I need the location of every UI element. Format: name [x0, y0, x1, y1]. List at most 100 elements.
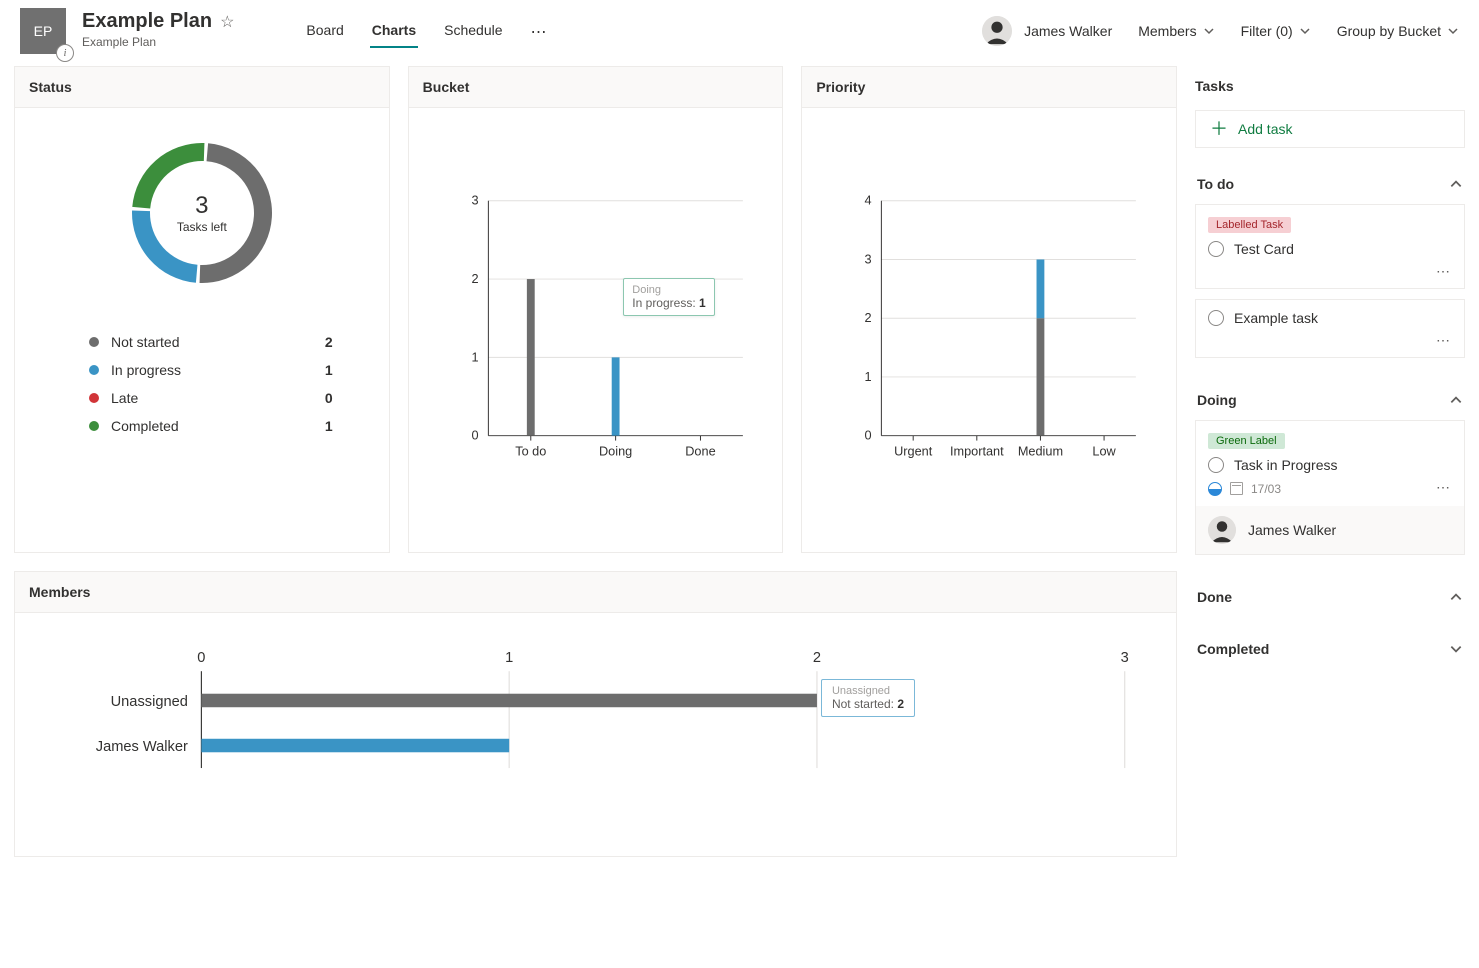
more-menu[interactable]: ⋯ [529, 16, 551, 48]
priority-card-title: Priority [802, 67, 1176, 108]
group-label: Group by Bucket [1337, 23, 1441, 39]
chevron-up-icon [1449, 590, 1463, 604]
legend-label: Not started [111, 334, 325, 350]
svg-text:Doing: Doing [599, 443, 632, 458]
task-section-header[interactable]: To do [1195, 170, 1465, 204]
chevron-down-icon [1203, 25, 1215, 37]
task-more-menu[interactable]: ⋯ [1436, 326, 1452, 349]
svg-text:1: 1 [505, 650, 513, 666]
chevron-down-icon [1447, 25, 1459, 37]
calendar-icon [1230, 482, 1243, 495]
main-content: Status 3 Tasks left Not started 2 In pro… [0, 58, 1479, 968]
legend-dot-icon [89, 421, 99, 431]
filter-label: Filter (0) [1241, 23, 1293, 39]
task-card[interactable]: Labelled Task Test Card ⋯ [1195, 204, 1465, 289]
favorite-star-icon[interactable]: ☆ [220, 12, 234, 32]
bucket-card: Bucket 0123To doDoingDone DoingIn progre… [408, 66, 784, 553]
tab-schedule[interactable]: Schedule [442, 16, 504, 48]
task-section-header[interactable]: Doing [1195, 386, 1465, 420]
complete-checkbox[interactable] [1208, 241, 1224, 257]
chevron-down-icon [1299, 25, 1311, 37]
svg-text:1: 1 [865, 369, 872, 384]
members-label: Members [1138, 23, 1196, 39]
status-card: Status 3 Tasks left Not started 2 In pro… [14, 66, 390, 553]
plan-initials: EP [34, 23, 53, 39]
task-card[interactable]: Example task ⋯ [1195, 299, 1465, 358]
legend-label: Late [111, 390, 325, 406]
svg-text:James Walker: James Walker [96, 739, 188, 755]
section-title: Done [1197, 589, 1232, 605]
legend-dot-icon [89, 393, 99, 403]
legend-item[interactable]: Late 0 [89, 384, 333, 412]
chevron-up-icon [1449, 393, 1463, 407]
info-icon[interactable]: i [56, 44, 74, 62]
members-chart: 0123UnassignedJames Walker UnassignedNot… [15, 613, 1176, 856]
task-section-header[interactable]: Done [1195, 583, 1465, 617]
svg-text:1: 1 [471, 349, 478, 364]
bucket-card-title: Bucket [409, 67, 783, 108]
svg-text:2: 2 [813, 650, 821, 666]
svg-text:Low: Low [1093, 443, 1117, 458]
task-meta: 17/03 [1208, 474, 1281, 496]
status-card-title: Status [15, 67, 389, 108]
members-dropdown[interactable]: Members [1138, 23, 1214, 39]
section-title: To do [1197, 176, 1234, 192]
svg-text:Unassigned: Unassigned [111, 694, 188, 710]
task-name: Example task [1234, 310, 1318, 326]
svg-text:To do: To do [515, 443, 546, 458]
svg-text:3: 3 [865, 251, 872, 266]
task-section-header[interactable]: Completed [1195, 635, 1465, 669]
svg-text:Done: Done [685, 443, 715, 458]
legend-value: 1 [325, 418, 333, 434]
top-charts-row: Status 3 Tasks left Not started 2 In pro… [14, 66, 1177, 553]
task-name: Test Card [1234, 241, 1294, 257]
priority-svg: 01234UrgentImportantMediumLow [852, 168, 1146, 488]
assignee-name: James Walker [1248, 522, 1336, 538]
bucket-svg: 0 1 2 3 To do Doing Done [459, 168, 753, 488]
plan-title-block: Example Plan ☆ Example Plan [82, 8, 234, 49]
task-card[interactable]: Green LabelTask in Progress17/03⋯ James … [1195, 420, 1465, 555]
svg-text:3: 3 [471, 193, 478, 208]
task-more-menu[interactable]: ⋯ [1436, 473, 1452, 496]
svg-text:3: 3 [1121, 650, 1129, 666]
svg-text:0: 0 [865, 428, 872, 443]
tasks-panel-title: Tasks [1195, 78, 1465, 94]
svg-text:Urgent: Urgent [894, 443, 933, 458]
section-title: Completed [1197, 641, 1269, 657]
tasks-panel: Tasks ＋ Add task To do Labelled Task Test … [1195, 66, 1465, 954]
task-assignee[interactable]: James Walker [1196, 506, 1464, 554]
complete-checkbox[interactable] [1208, 310, 1224, 326]
task-more-menu[interactable]: ⋯ [1436, 257, 1452, 280]
avatar-icon [982, 16, 1012, 46]
task-date: 17/03 [1251, 482, 1281, 496]
filter-dropdown[interactable]: Filter (0) [1241, 23, 1311, 39]
complete-checkbox[interactable] [1208, 457, 1224, 473]
task-name: Task in Progress [1234, 457, 1337, 473]
priority-card: Priority 01234UrgentImportantMediumLow [801, 66, 1177, 553]
add-task-button[interactable]: ＋ Add task [1195, 110, 1465, 148]
donut-label: Tasks left [177, 220, 227, 234]
chevron-down-icon [1449, 642, 1463, 656]
plan-subtitle: Example Plan [82, 35, 234, 49]
task-tag: Labelled Task [1208, 217, 1291, 233]
svg-text:Important: Important [950, 443, 1004, 458]
svg-text:2: 2 [471, 271, 478, 286]
legend-value: 2 [325, 334, 333, 350]
bucket-chart: 0123To doDoingDone DoingIn progress: 1 [409, 108, 783, 552]
members-svg: 0123UnassignedJames Walker [55, 633, 1136, 813]
tab-charts[interactable]: Charts [370, 16, 418, 48]
current-user[interactable]: James Walker [982, 16, 1112, 46]
legend-item[interactable]: Completed 1 [89, 412, 333, 440]
group-dropdown[interactable]: Group by Bucket [1337, 23, 1459, 39]
plus-icon: ＋ [1210, 122, 1228, 136]
legend-item[interactable]: Not started 2 [89, 328, 333, 356]
view-tabs: Board Charts Schedule ⋯ [304, 8, 550, 48]
plan-icon[interactable]: EP i [20, 8, 66, 54]
svg-text:0: 0 [471, 428, 478, 443]
legend-label: Completed [111, 418, 325, 434]
progress-icon [1208, 482, 1222, 496]
legend-value: 1 [325, 362, 333, 378]
legend-item[interactable]: In progress 1 [89, 356, 333, 384]
tab-board[interactable]: Board [304, 16, 345, 48]
legend-label: In progress [111, 362, 325, 378]
